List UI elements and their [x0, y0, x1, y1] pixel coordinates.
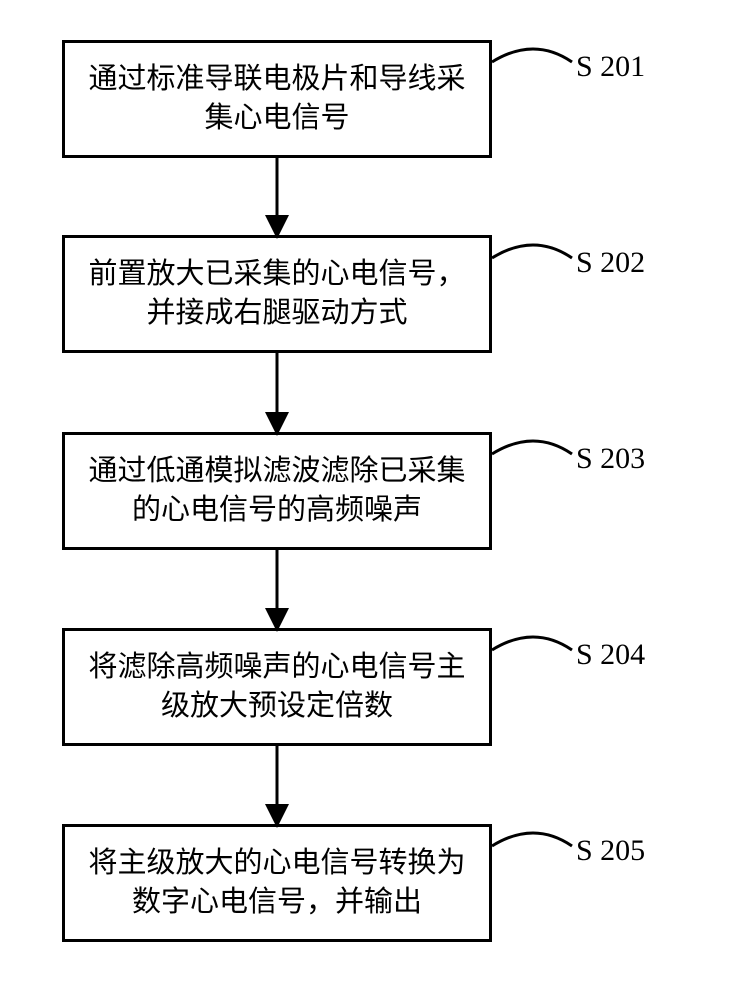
- step-label-3: S 203: [576, 442, 645, 476]
- flow-node-4: 将滤除高频噪声的心电信号主级放大预设定倍数: [62, 628, 492, 746]
- label-connector-2: [492, 245, 572, 258]
- label-connector-5: [492, 833, 572, 846]
- label-connector-3: [492, 441, 572, 454]
- flow-node-3-text: 通过低通模拟滤波滤除已采集的心电信号的高频噪声: [83, 452, 471, 530]
- step-label-1: S 201: [576, 50, 645, 84]
- flow-node-5-text: 将主级放大的心电信号转换为数字心电信号，并输出: [83, 844, 471, 922]
- label-connector-4: [492, 637, 572, 650]
- step-label-4: S 204: [576, 638, 645, 672]
- flow-node-2-text: 前置放大已采集的心电信号，并接成右腿驱动方式: [83, 255, 471, 333]
- flow-node-3: 通过低通模拟滤波滤除已采集的心电信号的高频噪声: [62, 432, 492, 550]
- flow-node-2: 前置放大已采集的心电信号，并接成右腿驱动方式: [62, 235, 492, 353]
- flow-node-1: 通过标准导联电极片和导线采集心电信号: [62, 40, 492, 158]
- label-connector-1: [492, 49, 572, 62]
- flow-node-4-text: 将滤除高频噪声的心电信号主级放大预设定倍数: [83, 648, 471, 726]
- step-label-5: S 205: [576, 834, 645, 868]
- step-label-2: S 202: [576, 246, 645, 280]
- flowchart-canvas: 通过标准导联电极片和导线采集心电信号 前置放大已采集的心电信号，并接成右腿驱动方…: [0, 0, 734, 1000]
- flow-node-5: 将主级放大的心电信号转换为数字心电信号，并输出: [62, 824, 492, 942]
- flow-node-1-text: 通过标准导联电极片和导线采集心电信号: [83, 60, 471, 138]
